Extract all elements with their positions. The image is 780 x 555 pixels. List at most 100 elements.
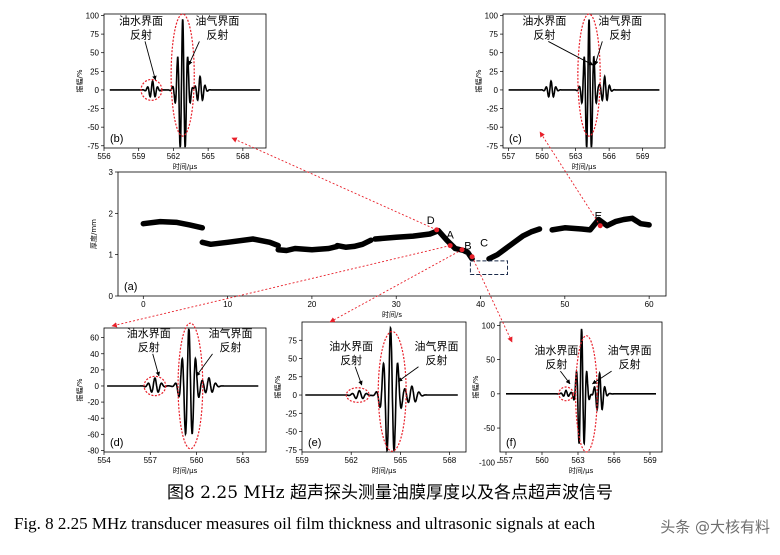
x-tick-label: 50 (560, 300, 569, 309)
y-tick-label: 40 (90, 350, 99, 359)
y-tick-label: -50 (285, 428, 297, 437)
thickness-series (199, 236, 281, 249)
x-tick-label: 20 (307, 300, 316, 309)
caption-english: Fig. 8 2.25 MHz transducer measures oil … (14, 514, 596, 533)
y-tick-label: -50 (483, 424, 495, 433)
echo-ellipse (575, 335, 598, 453)
y-tick-label: 20 (90, 366, 99, 375)
annotation-arrow (548, 41, 594, 66)
annotation-oil-gas-line1: 油气界面 (598, 13, 642, 27)
x-tick-label: 565 (201, 152, 215, 161)
x-tick-label: 568 (443, 456, 457, 465)
y-tick-label: 50 (489, 49, 498, 58)
thickness-series (140, 218, 206, 231)
thickness-series (275, 243, 340, 254)
annotation-oil-gas-line1: 油气界面 (608, 343, 652, 357)
waveform-series (508, 19, 660, 148)
caption-chinese: 图8 2.25 MHz 超声探头测量油膜厚度以及各点超声波信号 (166, 483, 614, 503)
x-tick-label: 563 (569, 152, 583, 161)
y-tick-label: 75 (489, 30, 498, 39)
x-tick-label: 563 (571, 456, 585, 465)
y-axis-label: 振幅/% (471, 375, 480, 398)
echo-ellipse (377, 330, 407, 452)
y-tick-label: -75 (486, 142, 498, 151)
y-tick-label: 0 (95, 382, 100, 391)
y-tick-label: 0 (293, 391, 298, 400)
y-tick-label: 100 (86, 11, 100, 20)
annotation-arrow (560, 370, 571, 385)
x-axis-label: 时间/μs (173, 162, 198, 171)
x-tick-label: 10 (223, 300, 232, 309)
x-tick-label: 557 (502, 152, 516, 161)
point-label-c: C (480, 238, 488, 250)
panel-label: (a) (124, 281, 137, 293)
x-tick-label: 566 (607, 456, 621, 465)
y-tick-label: 1 (109, 251, 114, 260)
x-tick-label: 40 (476, 300, 485, 309)
y-tick-label: 0 (491, 390, 496, 399)
panel-label: (f) (506, 437, 516, 449)
annotation-oil-water-line1: 油水界面 (119, 13, 163, 27)
y-tick-label: -75 (285, 446, 297, 455)
waveform-plot-f: 557 560 563 566 569 100 50 0 -50 -100 时间/μs 振幅/% (f)… (471, 321, 663, 475)
annotation-arrow (592, 370, 612, 385)
x-axis-label: 时间/s (382, 310, 402, 319)
y-tick-label: 25 (288, 373, 297, 382)
panel-label: (d) (110, 437, 123, 449)
y-axis-label: 振幅/% (273, 375, 282, 398)
x-tick-label: 569 (643, 456, 657, 465)
plot-frame (301, 321, 467, 453)
y-tick-label: 50 (288, 355, 297, 364)
annotation-oil-gas-line2: 反射 (425, 353, 447, 367)
annotation-oil-water-line2: 反射 (130, 27, 152, 41)
y-tick-label: -75 (87, 142, 99, 151)
x-tick-label: 60 (645, 300, 654, 309)
x-axis-label: 时间/μs (173, 466, 198, 475)
y-tick-label: 2 (109, 209, 114, 218)
x-tick-label: 569 (636, 152, 650, 161)
y-tick-label: 100 (485, 11, 499, 20)
connector-b-to-e (329, 249, 463, 323)
annotation-arrow (144, 41, 157, 81)
x-tick-label: 560 (190, 456, 204, 465)
x-tick-label: 568 (236, 152, 250, 161)
connector-a-to-d (111, 245, 451, 328)
y-tick-label: 0 (109, 292, 114, 301)
y-axis-label: 振幅/% (474, 69, 483, 92)
annotation-arrow (188, 41, 200, 66)
plot-frame (117, 171, 667, 297)
y-axis-label: 厚度/mm (89, 219, 98, 249)
plot-frame (103, 13, 267, 149)
echo-ellipse (177, 322, 204, 450)
x-axis-label: 时间/μs (372, 466, 397, 475)
watermark: 头条 @大核有料 (660, 518, 770, 536)
point-label-b: B (464, 241, 471, 253)
y-tick-label: -60 (87, 430, 99, 439)
x-tick-label: 562 (167, 152, 181, 161)
y-tick-label: -25 (486, 105, 498, 114)
annotation-oil-water-line2: 反射 (545, 357, 567, 371)
waveform-plot-d: 554 557 560 563 60 40 20 0 -20 -40 -60 -80 时间/μs 振幅/%… (75, 322, 267, 475)
annotation-oil-water-line2: 反射 (138, 340, 160, 354)
annotation-oil-water-line1: 油水界面 (329, 339, 373, 353)
point-label-d: D (427, 215, 435, 227)
annotation-oil-gas-line1: 油气界面 (414, 339, 458, 353)
y-tick-label: 60 (90, 334, 99, 343)
y-tick-label: 0 (494, 86, 499, 95)
x-tick-label: 556 (97, 152, 111, 161)
echo-ellipse (170, 13, 195, 137)
annotation-oil-water-line1: 油水界面 (534, 343, 578, 357)
echo-ellipse (345, 387, 370, 403)
plot-frame (502, 13, 666, 149)
x-tick-label: 559 (295, 456, 309, 465)
connector-e-to-c (539, 131, 601, 226)
x-tick-label: 560 (535, 152, 549, 161)
x-tick-label: 554 (97, 456, 111, 465)
annotation-oil-gas-line2: 反射 (619, 357, 641, 371)
panel-label: (e) (308, 437, 321, 449)
waveform-plot-c: 557 560 563 566 569 100 75 50 25 0 -25 -50 -75 时间/μs 振… (474, 11, 666, 171)
y-tick-label: -50 (87, 123, 99, 132)
echo-ellipse (140, 78, 163, 101)
thickness-plot: 0 10 20 30 40 50 60 0 1 2 3 时间/s 厚度/mm (a) DAB C E (89, 168, 667, 319)
thickness-series (549, 215, 652, 233)
